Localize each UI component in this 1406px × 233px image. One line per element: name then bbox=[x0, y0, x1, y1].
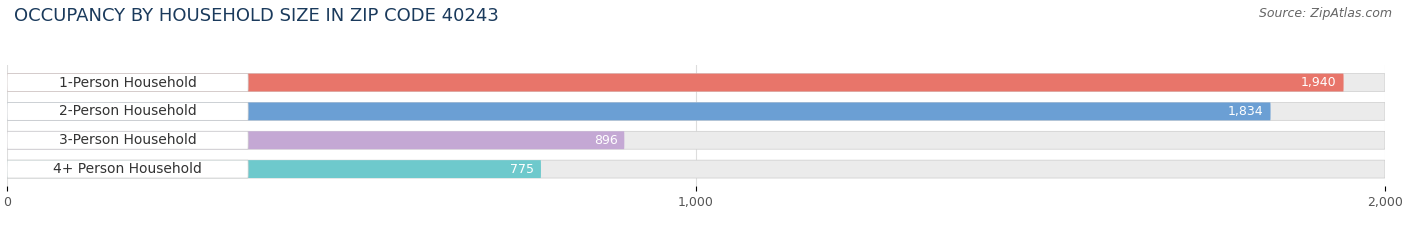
Text: 775: 775 bbox=[510, 163, 534, 176]
Text: 3-Person Household: 3-Person Household bbox=[59, 133, 197, 147]
Text: 2-Person Household: 2-Person Household bbox=[59, 104, 197, 118]
FancyBboxPatch shape bbox=[7, 160, 1385, 178]
FancyBboxPatch shape bbox=[7, 103, 249, 120]
Text: 1,940: 1,940 bbox=[1301, 76, 1337, 89]
FancyBboxPatch shape bbox=[7, 160, 541, 178]
FancyBboxPatch shape bbox=[7, 103, 1271, 120]
FancyBboxPatch shape bbox=[7, 103, 1385, 120]
FancyBboxPatch shape bbox=[7, 131, 624, 149]
FancyBboxPatch shape bbox=[7, 160, 249, 178]
FancyBboxPatch shape bbox=[7, 131, 249, 149]
FancyBboxPatch shape bbox=[7, 74, 1344, 92]
FancyBboxPatch shape bbox=[7, 131, 1385, 149]
FancyBboxPatch shape bbox=[7, 74, 249, 92]
FancyBboxPatch shape bbox=[7, 74, 1385, 92]
Text: 1,834: 1,834 bbox=[1227, 105, 1264, 118]
Text: 4+ Person Household: 4+ Person Household bbox=[53, 162, 202, 176]
Text: Source: ZipAtlas.com: Source: ZipAtlas.com bbox=[1258, 7, 1392, 20]
Text: 1-Person Household: 1-Person Household bbox=[59, 75, 197, 89]
Text: 896: 896 bbox=[593, 134, 617, 147]
Text: OCCUPANCY BY HOUSEHOLD SIZE IN ZIP CODE 40243: OCCUPANCY BY HOUSEHOLD SIZE IN ZIP CODE … bbox=[14, 7, 499, 25]
